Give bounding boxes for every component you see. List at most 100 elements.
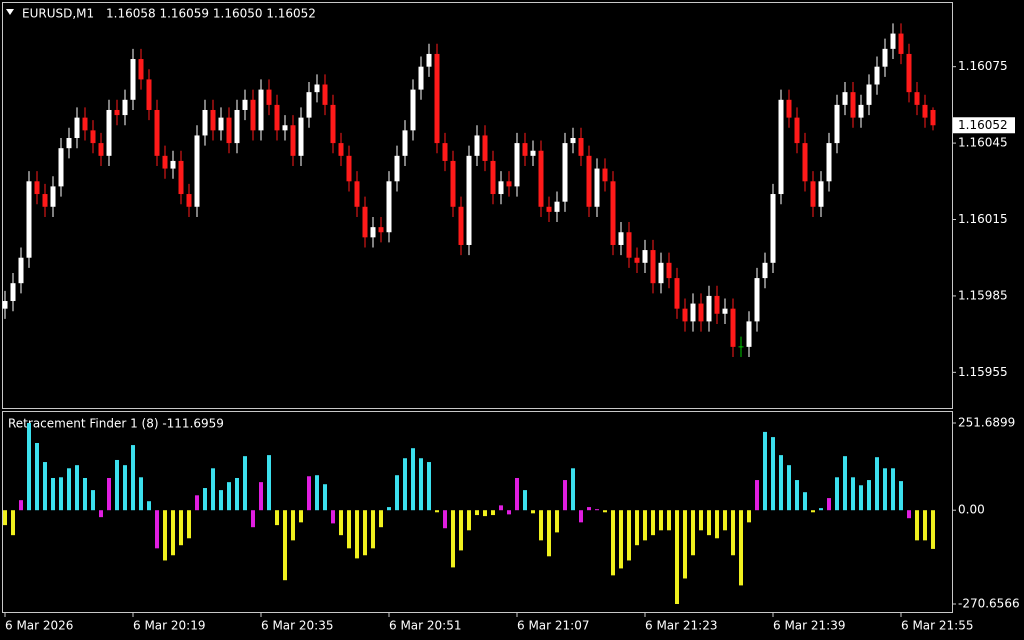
candle-body (130, 59, 136, 100)
histogram-bar (451, 510, 455, 568)
histogram-bar (115, 459, 119, 511)
histogram-bar (443, 510, 447, 529)
histogram-bar (99, 510, 103, 518)
candle-body (178, 160, 184, 195)
candle-body (410, 89, 416, 131)
candle-body (570, 138, 576, 144)
histogram-bar (179, 510, 183, 546)
histogram-bar (267, 455, 271, 511)
last-price-label: 1.16052 (958, 118, 1008, 132)
histogram-bar (467, 510, 471, 531)
candle-body (418, 66, 424, 90)
histogram-bar (915, 510, 919, 541)
y-tick-label: 1.16045 (958, 136, 1008, 150)
histogram-bar (83, 477, 87, 511)
candle-body (746, 321, 752, 347)
histogram-bar (691, 510, 695, 556)
candle-body (674, 278, 680, 309)
candle-body (882, 48, 888, 67)
candle-body (914, 92, 920, 105)
histogram-bar (579, 510, 583, 523)
candle-body (538, 150, 544, 207)
candle-body (138, 59, 144, 80)
histogram-bar (763, 431, 767, 511)
candle-body (394, 155, 400, 182)
candle-body (202, 109, 208, 136)
histogram-bar (235, 477, 239, 511)
candle-body (170, 160, 176, 169)
candle-body (714, 295, 720, 314)
candle-body (810, 181, 816, 207)
x-tick-label: 6 Mar 21:23 (645, 619, 718, 633)
candle-body (898, 33, 904, 54)
histogram-bar (251, 510, 255, 528)
histogram-bar (411, 448, 415, 511)
candle-body (210, 109, 216, 131)
candle-body (378, 227, 384, 233)
histogram-bar (3, 510, 7, 526)
histogram-bar (491, 510, 495, 516)
menu-triangle[interactable] (6, 9, 14, 15)
histogram-bar (211, 468, 215, 511)
histogram-bar (171, 510, 175, 556)
y-tick-label: 0.00 (958, 503, 985, 517)
histogram-bar (611, 510, 615, 576)
candle-body (98, 143, 104, 156)
histogram-bar (155, 510, 159, 549)
histogram-bar (635, 510, 639, 546)
candle-body (666, 262, 672, 279)
histogram-bar (787, 465, 791, 511)
histogram-bar (123, 465, 127, 511)
candle-body (154, 109, 160, 156)
candle-body (322, 84, 328, 105)
candle-body (698, 303, 704, 322)
candle-body (610, 181, 616, 245)
candle-body (586, 155, 592, 207)
x-tick-label: 6 Mar 20:51 (389, 619, 462, 633)
histogram-bar (619, 510, 623, 569)
histogram-bar (259, 482, 263, 511)
candle-body (74, 117, 80, 138)
histogram-bar (387, 507, 391, 511)
candle-body (890, 33, 896, 49)
histogram-bar (683, 510, 687, 579)
histogram-bar (563, 480, 567, 511)
candle-body (58, 148, 64, 187)
histogram-bar (35, 442, 39, 511)
histogram-bar (403, 458, 407, 511)
histogram-bar (299, 510, 303, 523)
histogram-bar (315, 475, 319, 511)
histogram-bar (875, 457, 879, 511)
candle-body (234, 109, 240, 144)
histogram-bar (539, 510, 543, 541)
candle-body (330, 104, 336, 144)
candle-body (514, 143, 520, 187)
candle-body (562, 143, 568, 202)
histogram-bar (11, 510, 15, 536)
histogram-bar (627, 510, 631, 561)
y-tick-label: 1.15955 (958, 365, 1008, 379)
histogram-bar (75, 465, 79, 511)
candle-body (690, 303, 696, 322)
candle-body (10, 283, 16, 302)
candle-body (634, 257, 640, 263)
candle-body (50, 186, 56, 207)
histogram-bar (587, 507, 591, 511)
histogram-bar (283, 510, 287, 581)
symbol: EURUSD,M1 (22, 7, 94, 21)
histogram-bar (699, 510, 703, 531)
candle-body (834, 104, 840, 144)
candle-body (546, 206, 552, 212)
candle-body (338, 143, 344, 156)
candle-body (402, 130, 408, 156)
histogram-bar (339, 510, 343, 536)
candle-body (106, 109, 112, 156)
candle-body (522, 143, 528, 156)
candle-body (866, 84, 872, 105)
candle-body (122, 99, 128, 116)
indicator-title: Retracement Finder 1 (8) -111.6959 (8, 417, 224, 431)
histogram-bar (851, 477, 855, 511)
candle-body (242, 99, 248, 110)
